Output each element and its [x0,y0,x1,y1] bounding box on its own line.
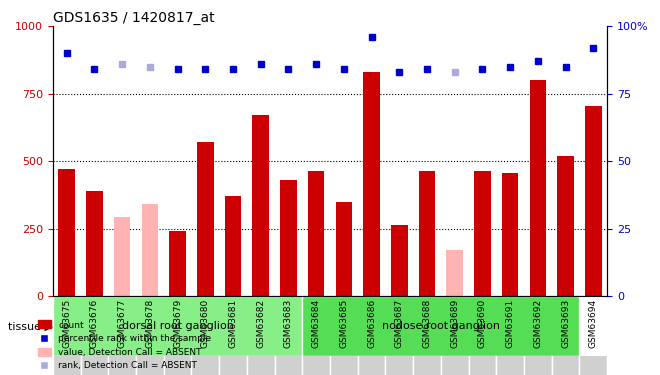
Bar [529,80,546,296]
Bar [224,196,242,296]
Bar [557,156,574,296]
Bar [418,171,436,296]
Text: tissue ▶: tissue ▶ [8,321,53,331]
Bar [141,204,158,296]
Bar [86,191,103,296]
Text: dorsal root ganglion: dorsal root ganglion [121,321,234,331]
Text: nodose root ganglion: nodose root ganglion [382,321,500,331]
Bar [363,72,380,296]
Bar [502,173,519,296]
FancyBboxPatch shape [53,296,302,356]
Bar [474,171,491,296]
FancyBboxPatch shape [302,296,579,356]
Bar [446,251,463,296]
Bar [197,142,214,296]
Legend: count, percentile rank within the sample, value, Detection Call = ABSENT, rank, : count, percentile rank within the sample… [38,320,211,370]
Bar [169,231,186,296]
Bar [308,171,325,296]
Bar [585,106,602,296]
Text: GDS1635 / 1420817_at: GDS1635 / 1420817_at [53,11,214,25]
Bar [391,225,408,296]
Bar [114,217,131,296]
Bar [252,116,269,296]
Bar [280,180,297,296]
Bar [58,170,75,296]
Bar [335,202,352,296]
